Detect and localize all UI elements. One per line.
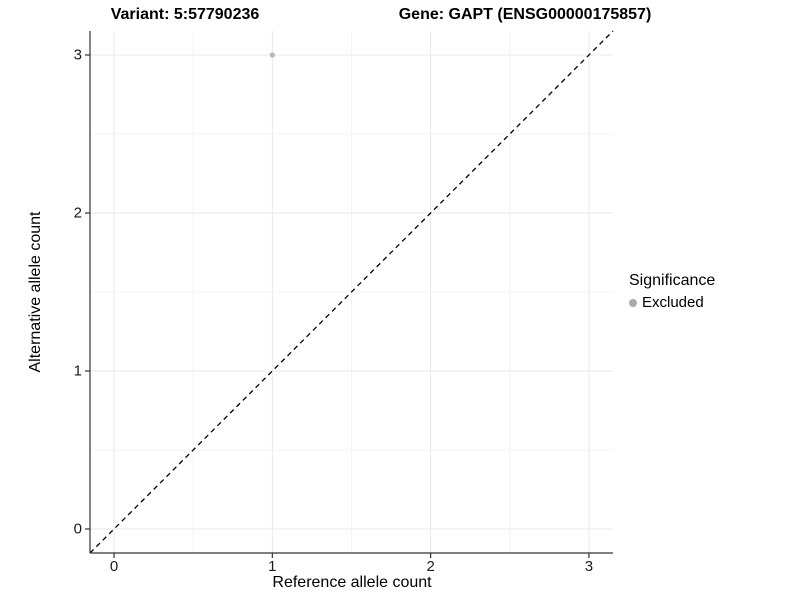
plot-title-variant: Variant: 5:57790236 (110, 6, 260, 23)
legend-title: Significance (629, 272, 716, 289)
identity-line (89, 30, 614, 554)
y-tick-label: 1 (73, 362, 82, 380)
legend: Significance Excluded (629, 272, 715, 311)
x-axis-title: Reference allele count (272, 574, 432, 591)
y-tick-label: 0 (73, 520, 82, 538)
x-tick-label: 3 (584, 558, 594, 575)
legend-item-excluded: Excluded (629, 294, 715, 311)
x-tick-label: 1 (268, 558, 277, 575)
legend-item-label: Excluded (642, 294, 704, 311)
data-point (269, 52, 275, 58)
y-tick-label: 3 (73, 46, 82, 64)
excluded-point-icon (629, 298, 637, 307)
x-tick-label: 0 (109, 558, 119, 575)
plot-title-gene: Gene: GAPT (ENSG00000175857) (398, 6, 652, 23)
y-axis-title: Alternative allele count (27, 211, 44, 373)
x-tick-label: 2 (426, 558, 435, 575)
y-tick-label: 2 (73, 204, 82, 222)
